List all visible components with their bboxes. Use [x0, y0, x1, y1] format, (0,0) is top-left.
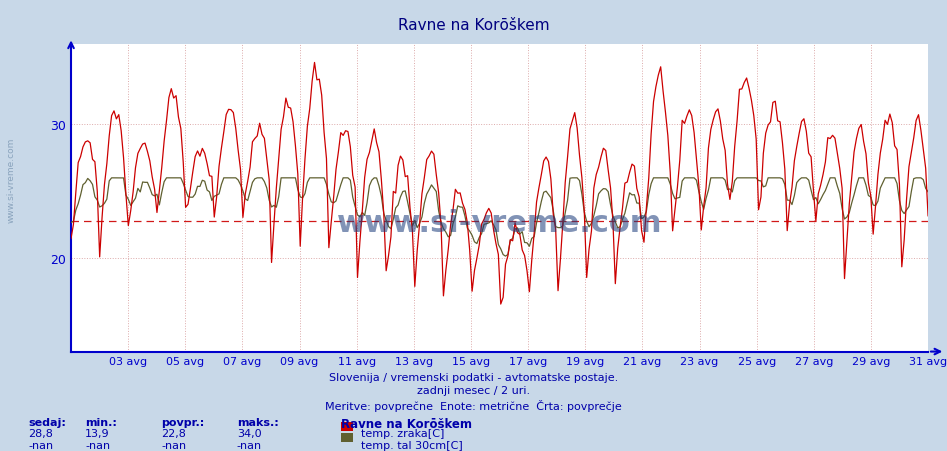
Text: 28,8: 28,8: [28, 428, 53, 438]
Text: 34,0: 34,0: [237, 428, 261, 438]
Text: -nan: -nan: [85, 440, 111, 450]
Text: Ravne na Korōškem: Ravne na Korōškem: [341, 417, 472, 430]
Text: sedaj:: sedaj:: [28, 417, 66, 427]
Text: temp. tal 30cm[C]: temp. tal 30cm[C]: [361, 440, 462, 450]
Text: povpr.:: povpr.:: [161, 417, 205, 427]
Text: 22,8: 22,8: [161, 428, 186, 438]
Text: -nan: -nan: [237, 440, 262, 450]
Text: zadnji mesec / 2 uri.: zadnji mesec / 2 uri.: [417, 386, 530, 396]
Text: maks.:: maks.:: [237, 417, 278, 427]
Text: temp. zraka[C]: temp. zraka[C]: [361, 428, 444, 438]
Text: min.:: min.:: [85, 417, 117, 427]
Text: www.si-vreme.com: www.si-vreme.com: [7, 138, 16, 223]
Text: Meritve: povprečne  Enote: metrične  Črta: povprečje: Meritve: povprečne Enote: metrične Črta:…: [325, 399, 622, 411]
Text: www.si-vreme.com: www.si-vreme.com: [337, 208, 662, 237]
Text: 13,9: 13,9: [85, 428, 110, 438]
Text: Ravne na Korōškem: Ravne na Korōškem: [398, 18, 549, 33]
Text: -nan: -nan: [28, 440, 54, 450]
Text: Slovenija / vremenski podatki - avtomatske postaje.: Slovenija / vremenski podatki - avtomats…: [329, 372, 618, 382]
Text: -nan: -nan: [161, 440, 187, 450]
